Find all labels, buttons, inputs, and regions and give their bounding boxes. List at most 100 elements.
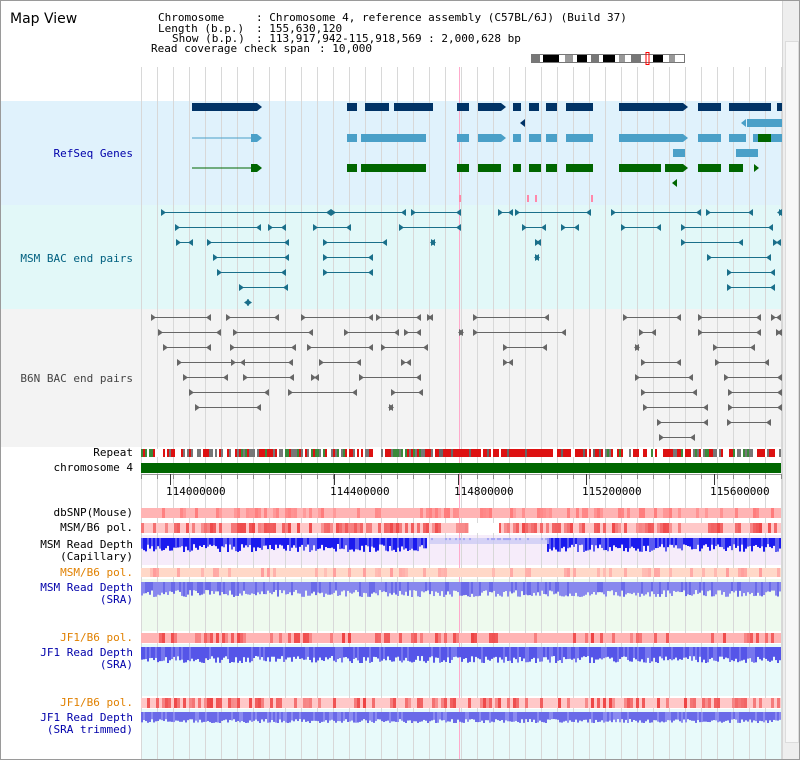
repeat-element [657,449,659,457]
depth-bar [161,647,163,662]
repeat-element [411,449,413,457]
depth-bar [303,538,305,551]
depth-bar [189,647,191,662]
depth-bar [205,712,207,722]
bac-end [776,239,781,246]
heat-cell [198,633,201,643]
depth-bar [275,582,277,591]
depth-bar [415,582,417,591]
heat-cell [507,523,510,533]
depth-bar [359,647,361,663]
heat-cell [609,568,612,577]
depth-bar [611,538,613,551]
bac-end [727,419,732,426]
bac-end [175,224,180,231]
heat-cell [447,508,450,518]
heat-cell [642,508,645,518]
depth-bar [583,582,585,596]
depth-bar [457,647,459,658]
repeat-element [397,449,399,457]
depth-bar [475,582,477,597]
depth-bar [179,647,181,661]
heat-cell [255,508,258,518]
depth-bar [347,582,349,591]
depth-bar [675,647,677,658]
heat-cell [270,698,273,708]
depth-bar [625,538,627,548]
bac-end [611,209,616,216]
depth-bar [701,538,703,549]
depth-bar [277,582,279,597]
depth-bar [729,647,731,662]
bac-end [323,254,328,261]
scrollbar-thumb[interactable] [785,41,799,743]
depth-bar [547,712,549,720]
heat-cell [288,633,291,643]
repeat-element [433,449,435,457]
repeat-element [591,449,593,457]
depth-bar [287,647,289,658]
depth-bar [157,582,159,595]
track-canvas[interactable]: 114000000 114400000 114800000 115200000 1156… [1,1,782,759]
depth-bar [209,712,211,723]
depth-bar [659,582,661,597]
heat-cell [444,633,447,643]
depth-bar [721,647,723,657]
depth-bar [237,712,239,722]
depth-bar [391,647,393,662]
depth-bar [595,647,597,660]
heat-cell [264,508,267,518]
depth-bar [667,712,669,721]
depth-bar [363,538,365,552]
depth-bar [599,538,601,545]
heat-cell [420,508,423,518]
depth-bar [551,712,553,720]
depth-bar [563,647,565,658]
depth-bar [187,647,189,661]
depth-bar [701,712,703,723]
depth-bar [759,582,761,596]
depth-bar [723,538,725,550]
depth-low-region [429,538,549,544]
heat-cell [489,633,492,643]
bac-end [561,329,566,336]
depth-bar [285,647,287,660]
heat-cell [579,523,582,533]
depth-bar [581,647,583,658]
heat-cell [285,508,288,518]
track-label-jf1-depth-sra: JF1 Read Depth [40,646,133,659]
depth-bar [417,647,419,657]
vertical-scrollbar[interactable] [782,1,799,759]
repeat-element [283,449,285,457]
depth-bar [477,712,479,723]
heat-cell [690,568,693,577]
depth-bar [525,647,527,663]
depth-bar [505,647,507,657]
depth-bar [425,582,427,592]
depth-bar [595,712,597,720]
depth-bar [209,538,211,545]
depth-bar [539,647,541,662]
repeat-element [337,449,339,457]
ideogram-band [619,55,625,62]
bac-end [676,314,681,321]
depth-bar [747,647,749,659]
depth-bar [461,712,463,723]
depth-bar [509,647,511,661]
repeat-element [285,449,287,457]
depth-bar [765,582,767,593]
depth-bar [415,538,417,551]
chromosome-ideogram[interactable] [531,52,686,65]
depth-bar [751,647,753,662]
depth-bar [753,582,755,597]
depth-bar [215,538,217,547]
depth-bar [775,538,777,552]
depth-bar [303,582,305,597]
depth-bar [405,582,407,592]
depth-bar [367,582,369,597]
heat-cell [666,698,669,708]
bac-end [416,329,421,336]
ideogram-band [603,55,615,62]
heat-cell [333,508,336,518]
bac-end [574,224,579,231]
